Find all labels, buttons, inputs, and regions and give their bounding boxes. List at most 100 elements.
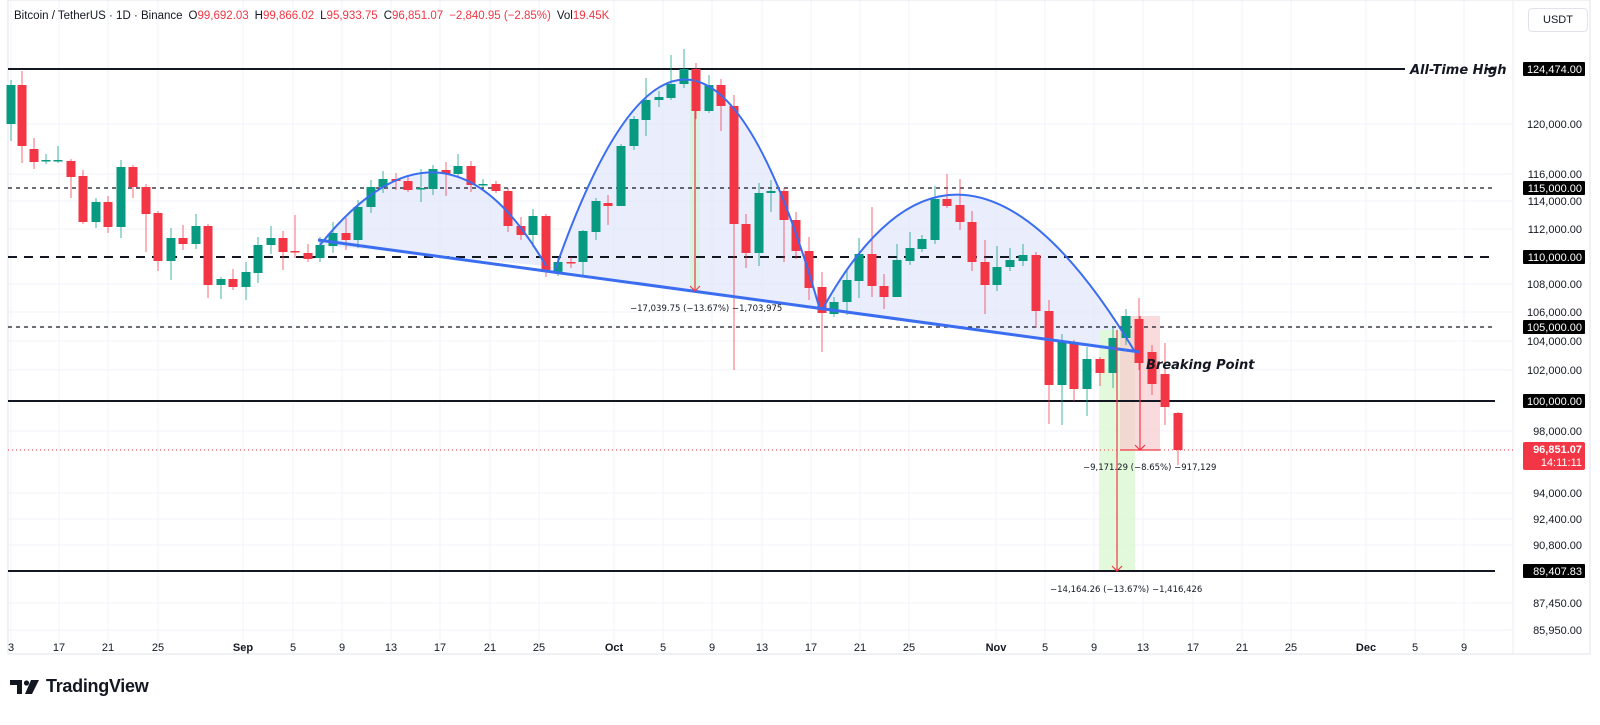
time-tick: 13: [1137, 642, 1149, 654]
footer-brand[interactable]: TradingView: [10, 676, 149, 697]
candle: [1057, 334, 1067, 425]
time-tick: 5: [1412, 642, 1418, 654]
brand-name: TradingView: [46, 676, 149, 696]
time-tick: Sep: [233, 642, 253, 654]
candle: [917, 235, 927, 252]
volume-value: 19.45K: [572, 10, 610, 22]
left-shoulder-arc: [319, 171, 547, 267]
price-tick: 87,450.00: [1533, 598, 1582, 610]
time-tick: Dec: [1356, 642, 1376, 654]
price-tick: 116,000.00: [1528, 169, 1582, 181]
price-tick: 114,000.00: [1528, 196, 1582, 208]
price-tick: 112,000.00: [1528, 224, 1582, 236]
level-price-label: 115,000.00: [1528, 183, 1582, 195]
time-tick: Oct: [605, 642, 624, 654]
candle: [1108, 326, 1118, 388]
level-price-label: 89,407.83: [1533, 566, 1582, 578]
candle: [992, 246, 1002, 291]
price-axis[interactable]: 120,000.00 116,000.00 114,000.00 112,000.00…: [1527, 119, 1582, 637]
candle: [1134, 298, 1144, 370]
time-tick: 21: [1236, 642, 1248, 654]
candle: [1160, 343, 1170, 425]
candle: [729, 95, 739, 370]
candle: [116, 160, 126, 238]
price-tick: 90,800.00: [1533, 540, 1582, 552]
candle: [153, 211, 163, 271]
close-value: 96,851.07: [392, 10, 444, 22]
candle: [654, 91, 664, 107]
candle: [842, 270, 852, 315]
candle: [1173, 412, 1183, 465]
bar-countdown-label: 14:11:11: [1541, 457, 1582, 469]
candle: [66, 159, 76, 198]
tradingview-logo-icon: [10, 679, 39, 694]
high-value: 99,866.02: [262, 10, 315, 22]
candle: [17, 71, 27, 163]
candle: [1031, 252, 1041, 328]
price-tick: 85,950.00: [1533, 625, 1582, 637]
currency-button[interactable]: USDT: [1528, 8, 1588, 32]
neckline: [317, 238, 1141, 354]
all-time-high-label: All-Time High: [1409, 63, 1507, 78]
annotations: Breaking Point −17,039.75 (−13.67%) −1,70…: [630, 304, 1255, 595]
symbol-legend: Bitcoin / TetherUS · 1D · Binance O99,69…: [14, 10, 610, 22]
price-tick: 102,000.00: [1527, 365, 1582, 377]
candle: [892, 244, 902, 297]
time-tick: 25: [1285, 642, 1297, 654]
candle: [466, 161, 476, 192]
head-arc: [554, 78, 821, 311]
candle: [441, 162, 451, 196]
time-tick: 25: [533, 642, 545, 654]
candle: [29, 138, 39, 169]
candle: [817, 272, 827, 352]
candle: [216, 277, 226, 299]
time-axis[interactable]: 3 17 21 25 Sep 5 9 13 17 21 25 Oct 5 9 13 17 21 25 Nov 5 9 13…: [8, 642, 1467, 654]
candle: [290, 215, 300, 258]
candle: [704, 75, 714, 113]
candle: [879, 274, 889, 309]
candle: [566, 257, 576, 268]
time-tick: 13: [756, 642, 768, 654]
price-tick: 94,000.00: [1533, 488, 1582, 500]
time-tick: 21: [854, 642, 866, 654]
candle: [266, 226, 276, 254]
candle: [328, 222, 338, 253]
price-tick: 108,000.00: [1527, 279, 1582, 291]
low-value: 95,933.75: [326, 10, 378, 22]
time-tick: 17: [434, 642, 446, 654]
candle: [616, 144, 626, 206]
candle: [754, 183, 764, 266]
time-tick: 5: [290, 642, 296, 654]
candle: [578, 230, 588, 275]
price-tick: 98,000.00: [1533, 426, 1582, 438]
candle: [278, 231, 288, 270]
pattern-lines[interactable]: [317, 78, 1141, 354]
measure-label: −14,164.26 (−13.67%) −1,416,426: [1050, 585, 1202, 595]
candle: [103, 196, 113, 233]
candle: [428, 165, 438, 195]
candle: [203, 224, 213, 298]
price-tick: 120,000.00: [1527, 119, 1582, 131]
candle: [253, 237, 263, 283]
price-tick: 92,400.00: [1533, 514, 1582, 526]
candle: [829, 297, 839, 317]
measure-label: −9,171.29 (−8.65%) −917,129: [1083, 463, 1216, 473]
candle: [453, 154, 463, 178]
chart-grid: [8, 0, 1513, 654]
time-tick: 17: [1187, 642, 1199, 654]
time-tick: 17: [805, 642, 817, 654]
price-tick: 104,000.00: [1527, 336, 1582, 348]
candle: [178, 225, 188, 250]
candle: [905, 232, 915, 265]
time-tick: 21: [484, 642, 496, 654]
candle: [6, 80, 16, 141]
last-price-label: 96,851.07: [1533, 444, 1582, 456]
level-price-label: 110,000.00: [1528, 252, 1582, 264]
measurement-arrows: [689, 69, 1160, 572]
candle: [679, 49, 689, 88]
candle: [1044, 300, 1054, 424]
candle: [91, 198, 101, 228]
candle: [666, 55, 676, 100]
time-tick: 5: [1042, 642, 1048, 654]
